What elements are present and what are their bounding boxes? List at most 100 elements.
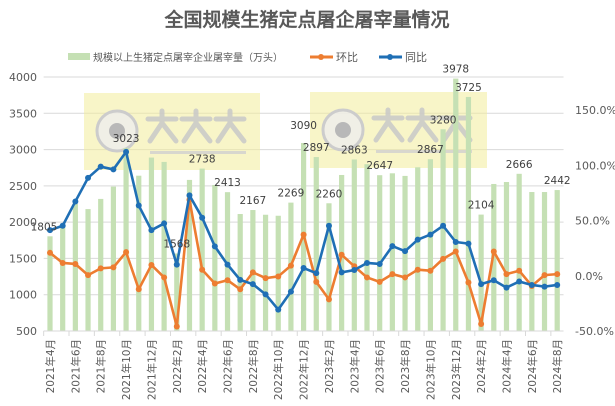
yoy-point xyxy=(161,220,168,227)
bar xyxy=(389,173,395,331)
yoy-point xyxy=(275,306,282,313)
bar xyxy=(453,78,459,331)
yoy-point xyxy=(376,260,383,267)
y-right-tick-label: 100.0% xyxy=(575,159,615,172)
mom-point xyxy=(287,262,294,269)
bar-data-label: 2867 xyxy=(417,144,444,156)
mom-point xyxy=(402,274,409,281)
y-left-tick-label: 1000 xyxy=(9,289,37,302)
mom-point xyxy=(148,261,155,268)
yoy-point xyxy=(364,259,370,266)
y-left-tick-label: 4000 xyxy=(9,71,37,84)
bar-data-label: 2269 xyxy=(278,188,305,200)
yoy-point xyxy=(135,202,142,209)
bar xyxy=(554,190,560,331)
mom-point xyxy=(135,286,142,293)
mom-point xyxy=(211,280,218,287)
mom-point xyxy=(478,321,485,328)
yoy-point xyxy=(224,261,231,268)
watermark-url-mark xyxy=(376,150,472,153)
yoy-point xyxy=(414,236,421,243)
bar xyxy=(123,147,129,331)
yoy-point xyxy=(199,214,206,221)
x-tick-label: 2022年8月 xyxy=(247,339,260,393)
bar-data-label: 2863 xyxy=(341,145,368,157)
mom-point xyxy=(199,266,206,273)
mom-point xyxy=(262,275,269,282)
x-tick-label: 2021年8月 xyxy=(95,339,108,393)
bar xyxy=(351,159,357,331)
yoy-point xyxy=(173,261,180,268)
bar xyxy=(110,186,116,331)
bar-data-label: 1805 xyxy=(31,221,58,233)
mom-point xyxy=(516,267,523,274)
yoy-point xyxy=(440,222,447,229)
bar xyxy=(529,192,535,331)
watermark-logo xyxy=(310,92,487,168)
mom-point xyxy=(364,274,370,281)
yoy-point xyxy=(97,163,104,170)
legend-yoy-label: 同比 xyxy=(405,51,427,64)
yoy-point xyxy=(338,269,345,276)
x-tick-label: 2021年10月 xyxy=(120,339,133,400)
bar-data-label: 2442 xyxy=(544,175,571,187)
bar-data-label: 3090 xyxy=(290,120,317,132)
bar-data-label: 2647 xyxy=(366,160,393,172)
x-tick-label: 2022年10月 xyxy=(272,339,285,400)
watermark-logo-glyph xyxy=(405,107,439,143)
yoy-point xyxy=(313,270,320,277)
bar xyxy=(478,214,484,331)
bar xyxy=(262,214,269,331)
mom-point xyxy=(59,259,66,266)
mom-point xyxy=(465,279,472,286)
yoy-point xyxy=(186,192,193,199)
bar xyxy=(503,182,510,331)
mom-point xyxy=(490,248,497,255)
mom-point xyxy=(85,272,92,279)
yoy-point xyxy=(47,227,53,234)
x-tick-label: 2021年12月 xyxy=(145,339,158,400)
bar-data-label: 2897 xyxy=(303,142,330,154)
yoy-point xyxy=(237,276,244,283)
yoy-point xyxy=(516,278,523,285)
watermark-logo-glyph xyxy=(179,108,213,144)
mom-point xyxy=(123,249,130,256)
bar-data-label: 3725 xyxy=(455,82,482,94)
mom-point xyxy=(224,277,231,284)
mom-point xyxy=(389,271,396,278)
mom-point xyxy=(338,251,345,258)
x-tick-label: 2024年2月 xyxy=(475,339,488,393)
mom-point xyxy=(249,269,256,276)
bar xyxy=(186,179,193,331)
legend-mom-marker xyxy=(318,54,324,60)
y-right-tick-label: 150.0% xyxy=(575,104,615,117)
bar xyxy=(313,157,319,331)
yoy-point xyxy=(528,281,535,288)
mom-point xyxy=(503,271,510,278)
x-tick-label: 2023年2月 xyxy=(323,339,336,393)
x-tick-label: 2024年8月 xyxy=(551,339,564,393)
mom-point xyxy=(275,273,282,280)
bar-data-label: 3978 xyxy=(442,64,469,76)
bar-data-label: 3280 xyxy=(430,114,457,126)
watermark-logo xyxy=(84,93,260,170)
bar xyxy=(161,161,167,331)
x-tick-label: 2023年4月 xyxy=(348,339,361,393)
bar xyxy=(60,225,66,331)
yoy-point xyxy=(249,281,256,288)
watermark-logo-glyph xyxy=(145,108,179,144)
x-tick-label: 2022年2月 xyxy=(171,339,184,393)
mom-point xyxy=(427,267,434,274)
bar-data-label: 1568 xyxy=(163,238,190,250)
bar xyxy=(237,214,243,331)
x-tick-label: 2023年10月 xyxy=(424,339,437,400)
watermark-logo-eye-icon xyxy=(335,122,351,138)
yoy-point xyxy=(503,284,510,291)
yoy-point xyxy=(452,238,459,245)
yoy-point xyxy=(541,283,548,290)
legend: 规模以上生猪定点屠宰企业屠宰量（万头） 环比 同比 xyxy=(68,51,427,64)
x-tick-label: 2023年6月 xyxy=(374,339,387,393)
mom-point xyxy=(173,323,180,330)
y-left-tick-label: 2000 xyxy=(9,216,37,229)
mom-point xyxy=(300,231,307,238)
